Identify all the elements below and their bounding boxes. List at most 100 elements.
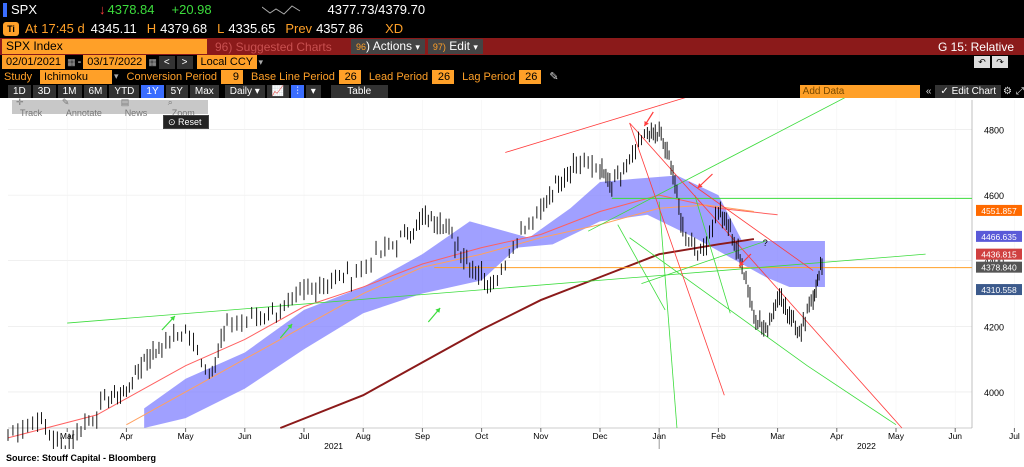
next-range-icon[interactable]: > (176, 55, 193, 69)
x-tick-label: Nov (533, 431, 549, 441)
reset-label: Reset (178, 117, 202, 127)
line-chart-icon[interactable]: 📈 (266, 84, 290, 98)
lag-field[interactable]: 26 (519, 69, 542, 84)
green-trendline (658, 201, 678, 429)
price-label-box (976, 230, 1022, 242)
period-row: 1D 3D 1M 6M YTD 1Y 5Y Max Daily ▾ 📈 ⫶ ▾ Table A… (0, 84, 1024, 98)
ticker[interactable]: SPX (11, 2, 38, 17)
baseline-field[interactable]: 26 (338, 69, 361, 84)
start-date-field[interactable]: 02/01/2021 (2, 55, 66, 69)
currency-select[interactable]: Local CCY (196, 55, 257, 69)
menu-bar: SPX Index 96) Suggested Charts 96) Actio… (0, 38, 1024, 55)
undo-icon[interactable]: ↶ (974, 56, 990, 68)
down-arrow-icon: ↓ (99, 2, 106, 17)
zoom-button[interactable]: ⌕ Zoom (164, 97, 208, 118)
period-max[interactable]: Max (189, 84, 219, 98)
lag-label: Lag Period (462, 70, 516, 83)
red-trendline (629, 122, 903, 429)
bar-chart-icon[interactable]: ⫶ (291, 84, 304, 98)
period-1y[interactable]: 1Y (141, 84, 164, 98)
x-tick-label: Feb (711, 431, 726, 441)
calendar-icon[interactable]: ▦ (67, 56, 76, 67)
prev-label: Prev (285, 21, 313, 36)
zoom-label: Zoom (171, 107, 195, 118)
ma-200-line (279, 238, 755, 429)
end-date-field[interactable]: 03/17/2022 (83, 55, 147, 69)
price-label: 4551.857 (981, 206, 1017, 216)
track-button[interactable]: ✛ Track (12, 97, 58, 118)
x-tick-label: Dec (592, 431, 608, 441)
period-5y[interactable]: 5Y (165, 84, 188, 98)
edit-num: 97) (432, 42, 446, 52)
settings-icon[interactable]: ⚙ (1003, 85, 1012, 97)
edit-chart-label: Edit Chart (951, 85, 997, 97)
frequency-select[interactable]: Daily ▾ (224, 84, 265, 98)
period-1d[interactable]: 1D (8, 84, 31, 98)
green-trendline (641, 240, 766, 285)
table-button[interactable]: Table (330, 84, 388, 98)
x-tick-label: Sep (415, 431, 430, 441)
x-tick-label: Apr (120, 431, 133, 441)
green-trendline (694, 195, 731, 314)
chevron-down-icon[interactable]: ▾ (258, 56, 264, 67)
price-label-box (976, 261, 1022, 273)
redo-icon[interactable]: ↷ (992, 56, 1008, 68)
y-tick-label: 4200 (984, 322, 1004, 332)
last-price: 4378.84 (107, 2, 155, 17)
price-change: +20.98 (171, 2, 212, 17)
actions-button[interactable]: 96) Actions ▾ (351, 39, 425, 54)
calendar-icon[interactable]: ▦ (148, 56, 157, 67)
news-button[interactable]: ▤ News (117, 97, 164, 118)
edit-label: Edit (449, 39, 470, 53)
pencil-icon[interactable]: ✎ (549, 71, 559, 83)
study-label: Study (4, 70, 33, 83)
period-3d[interactable]: 3D (32, 84, 56, 98)
period-1m[interactable]: 1M (57, 84, 82, 98)
ichimoku-cloud (144, 175, 825, 428)
lead-field[interactable]: 26 (432, 69, 455, 84)
chevron-down-icon[interactable]: ▾ (305, 84, 321, 98)
x-tick-label: Jun (238, 431, 252, 441)
year-label: 2021 (324, 441, 343, 451)
prev-range-icon[interactable]: < (158, 55, 175, 69)
edit-chart-button[interactable]: ✓ Edit Chart (935, 84, 1002, 98)
edit-button[interactable]: 97) Edit ▾ (427, 39, 483, 54)
price-label: 4466.635 (981, 232, 1017, 242)
add-data-field[interactable]: Add Data (799, 84, 920, 98)
reset-button[interactable]: ⊙ Reset (163, 115, 209, 129)
price-label: 4310.558 (981, 285, 1017, 295)
study-row: Study Ichimoku ▾ Conversion Period 9 Bas… (0, 69, 1024, 84)
low-label: L (217, 21, 225, 36)
price-label-box (976, 284, 1022, 296)
red-trendline (629, 122, 725, 396)
suggested-charts-button[interactable]: 96) Suggested Charts (215, 39, 332, 54)
study-select[interactable]: Ichimoku (40, 69, 112, 84)
chart-plot[interactable]: 40004200440046004800MarAprMayJunJulAugSe… (0, 98, 1024, 467)
chevron-down-icon[interactable]: ▾ (114, 71, 119, 81)
annotate-button[interactable]: ✎ Annotate (58, 97, 117, 118)
date-range-row: 02/01/2021 ▦ - 03/17/2022 ▦ < > Local CC… (0, 55, 1024, 69)
quote-header-row: SPX ↓ 4378.84 +20.98 4377.73/4379.70 (0, 0, 1024, 19)
chart-toolbar: ✛ Track ✎ Annotate ▤ News ⌕ Zoom (12, 97, 208, 118)
ti-icon[interactable]: Ti (3, 21, 19, 36)
collapse-icon[interactable]: « (925, 85, 932, 97)
price-label-box (976, 204, 1022, 216)
quote-detail-row: Ti At 17:45 d 4345.11 H 4379.68 L 4335.6… (0, 19, 1024, 38)
expand-icon[interactable]: ⤢ (1016, 85, 1024, 97)
track-label: Track (20, 107, 43, 118)
red-trendline (688, 181, 814, 271)
ma-50-line (126, 204, 754, 426)
red-arrow-head (697, 183, 703, 188)
period-6m[interactable]: 6M (83, 84, 108, 98)
x-tick-label: Oct (475, 431, 489, 441)
sparkline-icon (261, 4, 300, 15)
index-name-box[interactable]: SPX Index (2, 39, 207, 54)
footer-background (0, 449, 1024, 467)
y-tick-label: 4600 (984, 191, 1004, 201)
green-arrow-head (170, 316, 175, 321)
conversion-label: Conversion Period (126, 70, 218, 83)
conversion-field[interactable]: 9 (221, 69, 244, 84)
ticker-marker (3, 2, 7, 17)
period-ytd[interactable]: YTD (109, 84, 140, 98)
red-arrow-head (739, 261, 744, 266)
